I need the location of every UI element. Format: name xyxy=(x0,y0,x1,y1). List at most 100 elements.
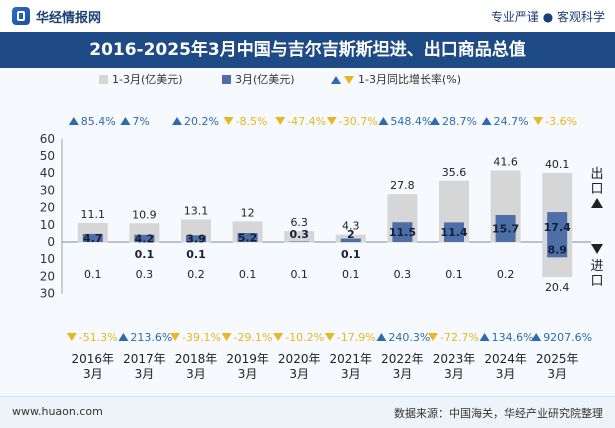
export-growth-label: 548.4% xyxy=(390,115,432,128)
y-tick-label: 40 xyxy=(40,166,55,180)
import-growth-label: 9207.6% xyxy=(543,331,592,344)
import-direction-down-icon xyxy=(591,244,603,254)
y-tick-label: 30 xyxy=(40,287,55,301)
export-month-label: 2 xyxy=(347,228,355,241)
import-growth-label: -39.1% xyxy=(182,331,221,344)
chart-svg: 1-3月(亿美元)3月(亿美元)1-3月同比增长率(%)605040302010… xyxy=(0,68,615,396)
export-cumulative-label: 11.1 xyxy=(81,208,106,221)
export-growth-label: 24.7% xyxy=(494,115,529,128)
export-month-label: 0.3 xyxy=(289,228,309,241)
import-growth-down-icon xyxy=(273,333,283,341)
import-growth-up-icon xyxy=(480,333,490,341)
export-month-label: 4.2 xyxy=(135,232,155,245)
export-month-label: 11.5 xyxy=(389,226,416,239)
export-month-label: 15.7 xyxy=(492,222,519,235)
import-cumulative-label: 20.4 xyxy=(545,281,570,294)
y-tick-label: 10 xyxy=(40,252,55,266)
export-growth-label: -30.7% xyxy=(339,115,378,128)
export-growth-label: 20.2% xyxy=(184,115,219,128)
import-growth-label: 213.6% xyxy=(130,331,172,344)
legend-growth-label: 1-3月同比增长率(%) xyxy=(358,72,461,86)
export-growth-up-icon xyxy=(172,117,182,125)
export-growth-label: -47.4% xyxy=(287,115,326,128)
import-growth-up-icon xyxy=(376,333,386,341)
export-cumulative-label: 13.1 xyxy=(184,204,209,217)
import-growth-down-icon xyxy=(67,333,77,341)
export-growth-up-icon xyxy=(120,117,130,125)
legend-cumulative-label: 1-3月(亿美元) xyxy=(112,73,183,86)
legend-month-swatch xyxy=(222,75,231,84)
export-growth-up-icon xyxy=(482,117,492,125)
export-growth-up-icon xyxy=(69,117,79,125)
legend-cumulative-swatch xyxy=(99,75,108,84)
y-tick-label: 30 xyxy=(40,183,55,197)
export-cumulative-label: 41.6 xyxy=(493,155,518,168)
export-growth-label: 7% xyxy=(132,115,149,128)
import-cumulative-label: 0.3 xyxy=(136,268,154,281)
y-tick-label: 0 xyxy=(47,235,55,249)
export-month-label: 3.9 xyxy=(186,233,206,246)
import-month-label: 0.1 xyxy=(341,248,361,261)
y-tick-label: 50 xyxy=(40,149,55,163)
y-tick-label: 10 xyxy=(40,218,55,232)
export-cumulative-label: 27.8 xyxy=(390,179,415,192)
export-growth-label: -8.5% xyxy=(236,115,268,128)
side-label-export-char: 口 xyxy=(590,182,603,197)
import-cumulative-label: 0.2 xyxy=(497,268,515,281)
export-cumulative-label: 40.1 xyxy=(545,158,570,171)
top-bar: 华经情报网 专业严谨 ● 客观科学 xyxy=(0,0,615,32)
import-cumulative-label: 0.1 xyxy=(290,268,308,281)
brand-logo-icon xyxy=(12,7,30,25)
y-tick-label: 20 xyxy=(40,269,55,283)
import-cumulative-label: 0.2 xyxy=(187,268,205,281)
import-growth-label: -17.9% xyxy=(337,331,376,344)
import-growth-down-icon xyxy=(222,333,232,341)
import-cumulative-label: 0.3 xyxy=(394,268,412,281)
export-growth-down-icon xyxy=(275,117,285,125)
export-month-label: 4.7 xyxy=(83,232,103,245)
import-cumulative-label: 0.1 xyxy=(239,268,257,281)
export-cumulative-label: 12 xyxy=(241,206,255,219)
import-month-label: 0.1 xyxy=(186,248,206,261)
footer-source: 数据来源：中国海关，华经产业研究院整理 xyxy=(394,405,603,421)
legend-up-triangle xyxy=(331,76,341,84)
import-growth-label: 240.3% xyxy=(388,331,430,344)
import-growth-label: -72.7% xyxy=(440,331,479,344)
brand-name: 华经情报网 xyxy=(36,7,101,26)
side-label-export-char: 出 xyxy=(590,167,603,182)
import-growth-down-icon xyxy=(325,333,335,341)
y-tick-label: 60 xyxy=(40,132,55,146)
export-month-label: 5.2 xyxy=(238,232,258,245)
import-month-label: 8.9 xyxy=(547,243,567,256)
export-cumulative-label: 35.6 xyxy=(442,166,467,179)
export-growth-label: -3.6% xyxy=(545,115,577,128)
legend-month-label: 3月(亿美元) xyxy=(235,73,295,86)
export-direction-up-icon xyxy=(591,198,603,208)
export-cumulative-label: 10.9 xyxy=(132,208,157,221)
import-growth-up-icon xyxy=(118,333,128,341)
export-growth-down-icon xyxy=(224,117,234,125)
side-label-import-char: 进 xyxy=(590,259,603,274)
export-growth-down-icon xyxy=(533,117,543,125)
export-month-label: 11.4 xyxy=(440,226,467,239)
import-month-label: 0.1 xyxy=(135,248,155,261)
export-month-bar xyxy=(289,241,309,242)
footer: www.huaon.com 数据来源：中国海关，华经产业研究院整理 xyxy=(0,396,615,428)
chart-title: 2016-2025年3月中国与吉尔吉斯斯坦进、出口商品总值 xyxy=(0,32,615,68)
title-bar: 2016-2025年3月中国与吉尔吉斯斯坦进、出口商品总值 xyxy=(0,32,615,68)
legend-down-triangle xyxy=(344,76,354,84)
import-cumulative-label: 0.1 xyxy=(342,268,360,281)
brand-tags: 专业严谨 ● 客观科学 xyxy=(491,8,605,25)
import-growth-label: -51.3% xyxy=(79,331,118,344)
import-growth-label: -29.1% xyxy=(234,331,273,344)
import-cumulative-bar xyxy=(284,242,314,243)
